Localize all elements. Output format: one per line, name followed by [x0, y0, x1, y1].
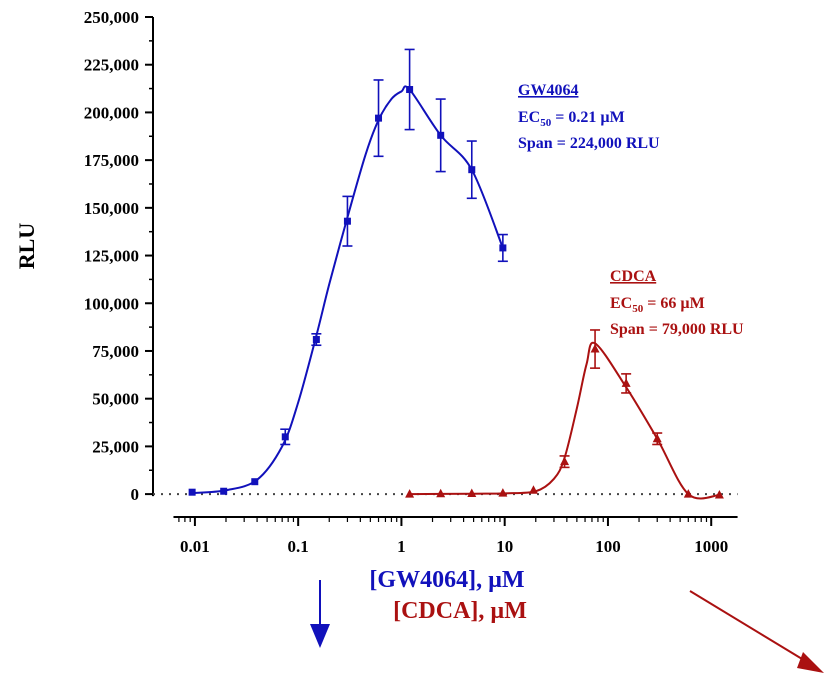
y-tick-label: 250,000 — [84, 8, 139, 27]
x-tick-label: 100 — [595, 537, 621, 556]
y-tick-label: 25,000 — [92, 437, 139, 456]
cdca-annotation-title: CDCA — [610, 268, 657, 285]
data-point — [220, 487, 228, 495]
data-point — [652, 433, 662, 443]
x-tick-label: 0.1 — [288, 537, 309, 556]
data-point — [590, 344, 600, 353]
data-point — [437, 131, 445, 139]
cdca-fit-curve — [409, 341, 720, 500]
y-tick-label: 50,000 — [92, 390, 139, 409]
blue-down-arrow — [310, 580, 330, 648]
x-tick-label: 1 — [397, 537, 406, 556]
y-tick-label: 0 — [131, 485, 140, 504]
x-tick-label: 0.01 — [180, 537, 210, 556]
gw4064-annotation-ec50: EC50 = 0.21 µM — [518, 109, 625, 129]
gw4064-fit-curve — [192, 85, 504, 495]
y-tick-label: 150,000 — [84, 199, 139, 218]
data-point — [375, 114, 383, 122]
x-axis-label-cdca: [CDCA], µM — [393, 598, 527, 624]
y-axis-label: RLU — [14, 223, 39, 270]
gw4064-annotation: GW4064 EC50 = 0.21 µM Span = 224,000 RLU — [518, 82, 660, 152]
y-tick-label: 75,000 — [92, 342, 139, 361]
data-point — [343, 217, 351, 225]
data-point — [560, 456, 570, 466]
data-point — [683, 489, 693, 498]
data-point — [468, 166, 476, 174]
axes: 0 25,000 50,000 75,000 100,000 125,000 150,000… — [84, 8, 738, 556]
y-tick-label: 225,000 — [84, 56, 139, 75]
x-tick-label: 1000 — [694, 537, 728, 556]
y-tick-label: 200,000 — [84, 103, 139, 122]
data-point — [312, 336, 320, 344]
data-point — [621, 378, 631, 387]
gw4064-annotation-title: GW4064 — [518, 82, 578, 99]
series-cdca — [405, 329, 724, 500]
cdca-annotation-ec50: EC50 = 66 µM — [610, 295, 705, 315]
y-tick-label: 125,000 — [84, 247, 139, 266]
cdca-annotation-span: Span = 79,000 RLU — [610, 321, 744, 338]
gw4064-annotation-span: Span = 224,000 RLU — [518, 135, 660, 152]
x-tick-label: 10 — [496, 537, 513, 556]
data-point — [498, 488, 508, 497]
red-diagonal-arrow — [689, 590, 824, 673]
y-tick-label: 175,000 — [84, 151, 139, 170]
data-point — [714, 490, 724, 499]
data-point — [436, 488, 446, 498]
data-point — [405, 489, 415, 498]
data-point — [406, 86, 414, 94]
series-gw4064 — [188, 48, 508, 496]
x-axis-label-gw4064: [GW4064], µM — [369, 567, 524, 593]
series-layer — [188, 48, 724, 500]
cdca-annotation: CDCA EC50 = 66 µM Span = 79,000 RLU — [610, 268, 744, 338]
data-point — [499, 244, 507, 252]
data-point — [467, 488, 477, 498]
data-point — [528, 485, 538, 494]
y-tick-label: 100,000 — [84, 294, 139, 313]
data-point — [188, 488, 196, 496]
data-point — [251, 478, 259, 486]
data-point — [281, 433, 289, 441]
